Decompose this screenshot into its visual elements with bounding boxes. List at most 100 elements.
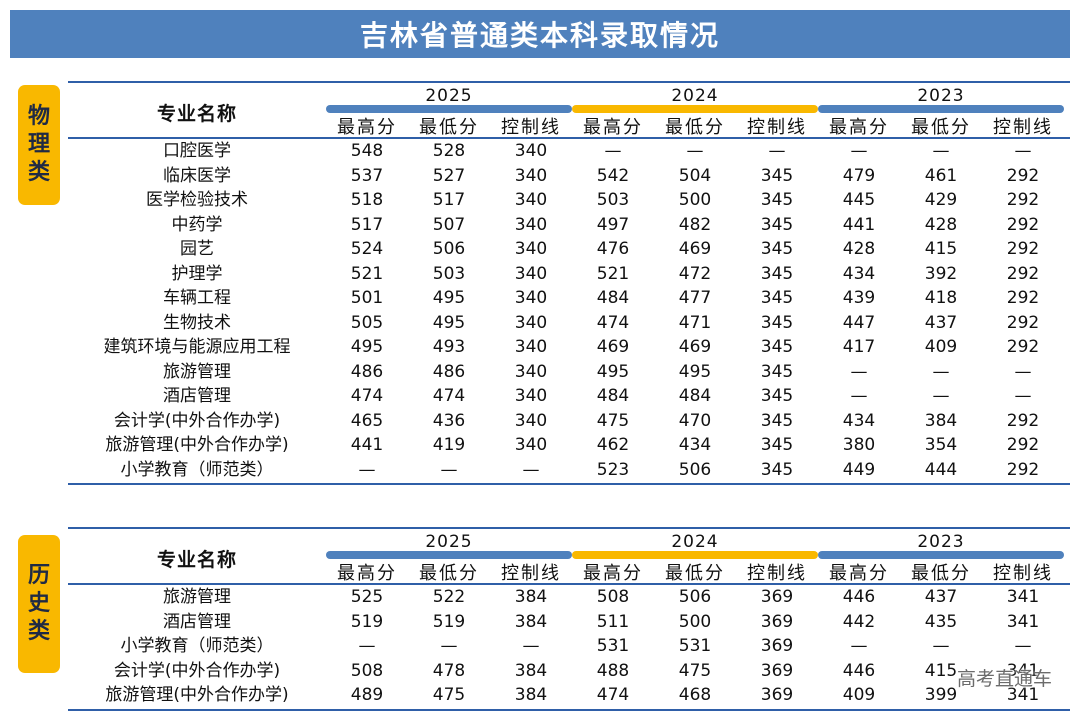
year-header: 2024 — [671, 86, 719, 106]
year-bar — [326, 551, 572, 559]
score-cell: 521 — [350, 263, 384, 284]
score-cell: — — [850, 361, 868, 382]
score-cell: — — [440, 459, 458, 480]
table-row: 旅游管理(中外合作办学) 489 475 384 474 468 369 409 399 341 — [68, 683, 1070, 708]
sub-header: 最高分 — [583, 563, 643, 584]
score-cell: 292 — [1006, 190, 1040, 210]
year-bar — [818, 105, 1064, 113]
sub-header: 控制线 — [747, 117, 807, 138]
score-cell: 292 — [1006, 165, 1040, 186]
score-cell: 292 — [1006, 435, 1040, 455]
score-cell: 486 — [350, 361, 384, 382]
score-cell: — — [1014, 361, 1032, 382]
score-cell: 486 — [432, 361, 466, 382]
score-cell: 369 — [760, 636, 794, 656]
score-cell: 518 — [350, 190, 384, 210]
score-cell: 345 — [760, 410, 794, 431]
major-name: 酒店管理 — [163, 386, 231, 406]
score-cell: 444 — [924, 459, 958, 480]
table-row: 酒店管理 474 474 340 484 484 345 — — — — [68, 384, 1070, 409]
score-cell: — — [686, 141, 704, 161]
score-cell: 504 — [678, 165, 712, 186]
score-cell: 521 — [596, 263, 630, 284]
major-name: 医学检验技术 — [146, 190, 248, 210]
score-cell: 292 — [1006, 239, 1040, 259]
year-header: 2023 — [917, 86, 965, 106]
score-cell: 409 — [924, 337, 958, 357]
score-cell: 292 — [1006, 459, 1040, 480]
score-cell: 437 — [924, 587, 958, 607]
score-cell: 345 — [760, 386, 794, 406]
section-label-char: 史 — [27, 591, 50, 616]
major-name: 车辆工程 — [163, 288, 231, 308]
score-cell: 428 — [842, 239, 876, 259]
score-cell: 446 — [842, 587, 876, 607]
score-cell: 384 — [924, 410, 958, 431]
score-cell: 475 — [432, 685, 466, 705]
score-cell: 531 — [678, 636, 712, 656]
table-row: 护理学 521 503 340 521 472 345 434 392 292 — [68, 262, 1070, 287]
score-cell: — — [358, 459, 376, 480]
score-cell: 461 — [924, 165, 958, 186]
major-name: 生物技术 — [163, 312, 231, 333]
score-cell: 465 — [350, 410, 384, 431]
score-cell: — — [440, 636, 458, 656]
major-name: 小学教育（师范类） — [120, 459, 274, 480]
score-cell: 441 — [842, 214, 876, 235]
table-row: 生物技术 505 495 340 474 471 345 447 437 292 — [68, 311, 1070, 336]
score-cell: — — [932, 141, 950, 161]
major-name: 建筑环境与能源应用工程 — [103, 337, 291, 357]
score-cell: 345 — [760, 288, 794, 308]
score-cell: 506 — [678, 459, 712, 480]
section-label-history: 历 史 类 — [18, 535, 60, 673]
year-bar — [818, 551, 1064, 559]
score-cell: 477 — [678, 288, 712, 308]
score-cell: 476 — [596, 239, 630, 259]
score-cell: 340 — [514, 386, 548, 406]
major-name: 会计学(中外合作办学) — [113, 660, 281, 681]
physics-table: 专业名称 2025 最高分 最低分 控制线 2024 最高分 最低分 控制线 2023 最高分 最低分… — [68, 81, 1070, 485]
score-cell: 519 — [350, 611, 384, 632]
score-cell: 495 — [350, 337, 384, 357]
score-cell: 384 — [514, 685, 548, 705]
major-name: 旅游管理(中外合作办学) — [105, 685, 289, 705]
score-cell: 493 — [432, 337, 466, 357]
score-cell: 340 — [514, 263, 548, 284]
score-cell: 503 — [432, 263, 466, 284]
score-cell: 537 — [350, 165, 384, 186]
score-cell: — — [1014, 386, 1032, 406]
table-row: 车辆工程 501 495 340 484 477 345 439 418 292 — [68, 286, 1070, 311]
score-cell: 489 — [350, 685, 384, 705]
table-row: 会计学(中外合作办学) 465 436 340 475 470 345 434 384 292 — [68, 409, 1070, 434]
year-header: 2025 — [425, 86, 473, 106]
score-cell: — — [522, 636, 540, 656]
score-cell: 345 — [760, 190, 794, 210]
score-cell: 523 — [596, 459, 630, 480]
score-cell: 384 — [514, 587, 548, 607]
score-cell: 340 — [514, 141, 548, 161]
sub-header: 最高分 — [829, 563, 889, 584]
score-cell: 369 — [760, 611, 794, 632]
sub-header: 控制线 — [501, 563, 561, 584]
score-cell: 434 — [842, 263, 876, 284]
score-cell: 527 — [432, 165, 466, 186]
year-header: 2025 — [425, 532, 473, 552]
score-cell: 528 — [432, 141, 466, 161]
sub-header: 最高分 — [829, 117, 889, 138]
year-header: 2023 — [917, 532, 965, 552]
sub-header: 最低分 — [911, 563, 971, 584]
history-table: 专业名称 2025 最高分 最低分 控制线 2024 最高分 最低分 控制线 2023 最高分 最低分… — [68, 527, 1070, 711]
score-cell: 495 — [596, 361, 630, 382]
score-cell: 345 — [760, 239, 794, 259]
score-cell: — — [850, 386, 868, 406]
section-label-physics: 物 理 类 — [18, 85, 60, 205]
table-row: 会计学(中外合作办学) 508 478 384 488 475 369 446 415 341 — [68, 659, 1070, 684]
score-cell: 292 — [1006, 410, 1040, 431]
score-cell: 505 — [350, 312, 384, 333]
score-cell: 471 — [678, 312, 712, 333]
score-cell: 484 — [596, 386, 630, 406]
score-cell: 548 — [350, 141, 384, 161]
score-cell: 531 — [596, 636, 630, 656]
score-cell: 415 — [924, 660, 958, 681]
section-label-char: 物 — [27, 104, 50, 129]
